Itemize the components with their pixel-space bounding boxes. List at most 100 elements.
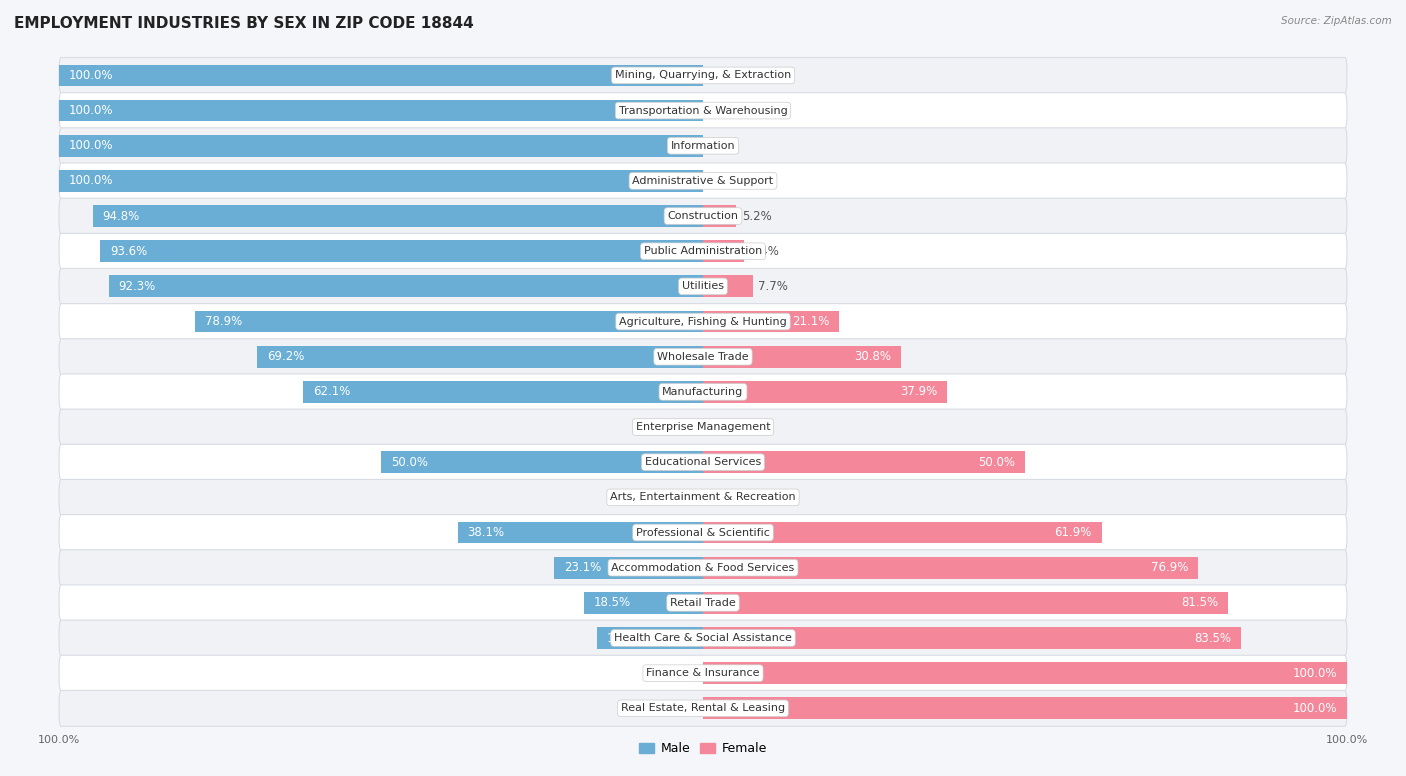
FancyBboxPatch shape	[59, 549, 1347, 586]
Bar	[108, 275, 703, 297]
Text: Construction: Construction	[668, 211, 738, 221]
FancyBboxPatch shape	[59, 585, 1347, 621]
Bar	[381, 452, 703, 473]
Bar	[59, 64, 703, 86]
Text: Health Care & Social Assistance: Health Care & Social Assistance	[614, 633, 792, 643]
Text: 94.8%: 94.8%	[103, 210, 139, 223]
Text: Mining, Quarrying, & Extraction: Mining, Quarrying, & Extraction	[614, 71, 792, 81]
Bar	[703, 205, 737, 227]
Bar	[703, 662, 1347, 684]
Bar	[100, 241, 703, 262]
Bar	[596, 627, 703, 649]
Text: Educational Services: Educational Services	[645, 457, 761, 467]
Text: 0.0%: 0.0%	[709, 491, 738, 504]
Text: Transportation & Warehousing: Transportation & Warehousing	[619, 106, 787, 116]
Bar	[703, 698, 1347, 719]
Text: 7.7%: 7.7%	[758, 280, 787, 293]
Text: 21.1%: 21.1%	[792, 315, 830, 328]
FancyBboxPatch shape	[59, 198, 1347, 234]
Text: 50.0%: 50.0%	[979, 456, 1015, 469]
Text: 76.9%: 76.9%	[1152, 561, 1188, 574]
Text: 5.2%: 5.2%	[741, 210, 772, 223]
Text: 37.9%: 37.9%	[900, 386, 938, 398]
FancyBboxPatch shape	[59, 445, 1347, 480]
Bar	[703, 381, 948, 403]
Text: 0.0%: 0.0%	[709, 421, 738, 434]
Text: Professional & Scientific: Professional & Scientific	[636, 528, 770, 538]
Text: 61.9%: 61.9%	[1054, 526, 1092, 539]
Text: Arts, Entertainment & Recreation: Arts, Entertainment & Recreation	[610, 492, 796, 502]
FancyBboxPatch shape	[59, 480, 1347, 515]
Legend: Male, Female: Male, Female	[634, 737, 772, 760]
Text: Real Estate, Rental & Leasing: Real Estate, Rental & Leasing	[621, 703, 785, 713]
Text: 0.0%: 0.0%	[668, 421, 697, 434]
Bar	[59, 135, 703, 157]
Text: 16.5%: 16.5%	[606, 632, 644, 645]
Bar	[703, 452, 1025, 473]
Text: 83.5%: 83.5%	[1194, 632, 1232, 645]
FancyBboxPatch shape	[59, 234, 1347, 269]
Text: EMPLOYMENT INDUSTRIES BY SEX IN ZIP CODE 18844: EMPLOYMENT INDUSTRIES BY SEX IN ZIP CODE…	[14, 16, 474, 30]
Bar	[257, 346, 703, 368]
FancyBboxPatch shape	[59, 339, 1347, 375]
Bar	[703, 346, 901, 368]
Text: 6.4%: 6.4%	[749, 244, 779, 258]
Text: Administrative & Support: Administrative & Support	[633, 176, 773, 186]
Text: 62.1%: 62.1%	[312, 386, 350, 398]
Text: Utilities: Utilities	[682, 282, 724, 292]
Text: Information: Information	[671, 140, 735, 151]
Bar	[583, 592, 703, 614]
Text: 69.2%: 69.2%	[267, 350, 305, 363]
Text: 100.0%: 100.0%	[69, 69, 114, 82]
Text: 23.1%: 23.1%	[564, 561, 602, 574]
FancyBboxPatch shape	[59, 374, 1347, 410]
Text: Wholesale Trade: Wholesale Trade	[657, 352, 749, 362]
Bar	[703, 592, 1227, 614]
Text: Enterprise Management: Enterprise Management	[636, 422, 770, 432]
Text: 81.5%: 81.5%	[1181, 596, 1218, 609]
Bar	[59, 99, 703, 122]
Text: 18.5%: 18.5%	[593, 596, 631, 609]
Text: Finance & Insurance: Finance & Insurance	[647, 668, 759, 678]
FancyBboxPatch shape	[59, 691, 1347, 726]
Text: 0.0%: 0.0%	[668, 702, 697, 715]
FancyBboxPatch shape	[59, 57, 1347, 93]
FancyBboxPatch shape	[59, 128, 1347, 164]
Text: 78.9%: 78.9%	[205, 315, 242, 328]
Bar	[304, 381, 703, 403]
FancyBboxPatch shape	[59, 92, 1347, 129]
Text: 0.0%: 0.0%	[709, 175, 738, 188]
Text: 0.0%: 0.0%	[709, 139, 738, 152]
Bar	[59, 170, 703, 192]
Bar	[93, 205, 703, 227]
Text: 93.6%: 93.6%	[110, 244, 148, 258]
FancyBboxPatch shape	[59, 409, 1347, 445]
Text: Accommodation & Food Services: Accommodation & Food Services	[612, 563, 794, 573]
Text: 100.0%: 100.0%	[69, 104, 114, 117]
Text: Source: ZipAtlas.com: Source: ZipAtlas.com	[1281, 16, 1392, 26]
Text: 100.0%: 100.0%	[69, 175, 114, 188]
Text: 100.0%: 100.0%	[1292, 702, 1337, 715]
Bar	[703, 521, 1101, 543]
Text: Agriculture, Fishing & Hunting: Agriculture, Fishing & Hunting	[619, 317, 787, 327]
FancyBboxPatch shape	[59, 620, 1347, 656]
FancyBboxPatch shape	[59, 268, 1347, 304]
Text: 38.1%: 38.1%	[467, 526, 505, 539]
FancyBboxPatch shape	[59, 655, 1347, 691]
Text: 50.0%: 50.0%	[391, 456, 427, 469]
Text: Manufacturing: Manufacturing	[662, 387, 744, 397]
Bar	[703, 557, 1198, 579]
Text: Public Administration: Public Administration	[644, 246, 762, 256]
Text: 0.0%: 0.0%	[709, 104, 738, 117]
Text: 92.3%: 92.3%	[118, 280, 156, 293]
Bar	[703, 310, 839, 332]
FancyBboxPatch shape	[59, 303, 1347, 339]
Bar	[703, 241, 744, 262]
Bar	[554, 557, 703, 579]
Text: 0.0%: 0.0%	[668, 667, 697, 680]
Text: Retail Trade: Retail Trade	[671, 598, 735, 608]
FancyBboxPatch shape	[59, 514, 1347, 550]
Bar	[458, 521, 703, 543]
Bar	[703, 275, 752, 297]
Bar	[195, 310, 703, 332]
